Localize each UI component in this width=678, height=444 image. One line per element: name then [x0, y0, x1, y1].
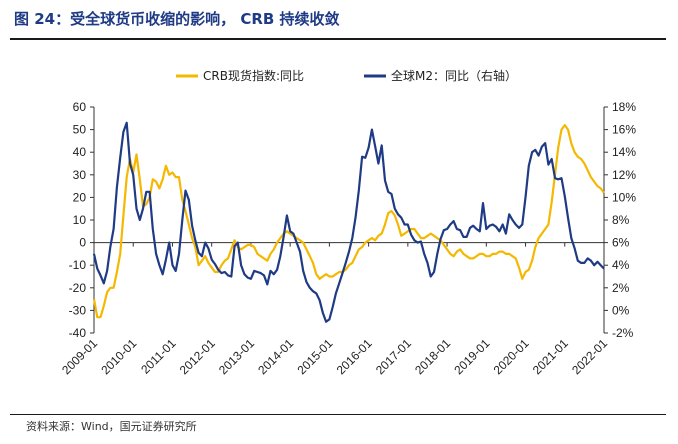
y-left-tick-label: 50	[73, 123, 87, 137]
legend: CRB现货指数:同比 全球M2：同比（右轴）	[176, 68, 517, 83]
x-tick-label: 2014-01	[255, 336, 296, 377]
x-tick-label: 2010-01	[98, 336, 139, 377]
x-tick-label: 2012-01	[177, 336, 218, 377]
x-tick-label: 2013-01	[216, 336, 257, 377]
y-right-tick-label: 4%	[612, 258, 630, 272]
y-right-tick-label: -2%	[612, 326, 634, 340]
y-right-tick-label: 12%	[612, 168, 636, 182]
x-tick-label: 2011-01	[138, 336, 179, 377]
x-tick-label: 2016-01	[334, 336, 375, 377]
y-right-tick-label: 8%	[612, 213, 630, 227]
y-left-tick-label: 20	[73, 190, 87, 204]
y-right-tick-label: 6%	[612, 236, 630, 250]
series-line-m2	[92, 121, 605, 323]
y-left-tick-label: -20	[69, 281, 87, 295]
y-right-tick-label: 10%	[612, 190, 636, 204]
y-right-tick-label: 18%	[612, 100, 636, 114]
y-left-tick-label: 10	[73, 213, 87, 227]
title-rule	[10, 38, 666, 40]
x-tick-label: 2009-01	[59, 336, 100, 377]
y-left-tick-label: 0	[79, 236, 86, 250]
series-line-crb	[92, 124, 605, 319]
y-right-tick-label: 14%	[612, 145, 636, 159]
figure-title: 图 24：受全球货币收缩的影响， CRB 持续收敛	[14, 10, 340, 28]
x-tick-label: 2018-01	[412, 336, 453, 377]
legend-label-m2: 全球M2：同比（右轴）	[391, 68, 517, 83]
source-rule	[10, 414, 666, 415]
y-left-tick-label: -40	[69, 326, 87, 340]
y-left-tick-label: 40	[73, 145, 87, 159]
y-left-tick-label: -10	[69, 258, 87, 272]
source-note: 资料来源：Wind，国元证券研究所	[26, 420, 197, 433]
y-right-tick-label: 2%	[612, 281, 630, 295]
x-tick-label: 2017-01	[373, 336, 414, 377]
y-left-tick-label: 60	[73, 100, 87, 114]
x-tick-label: 2020-01	[491, 336, 532, 377]
y-left-tick-label: 30	[73, 168, 87, 182]
y-right-tick-label: 16%	[612, 123, 636, 137]
y-right-tick-label: 0%	[612, 303, 630, 317]
x-tick-label: 2021-01	[530, 336, 571, 377]
legend-label-crb: CRB现货指数:同比	[203, 68, 304, 83]
x-tick-label: 2022-01	[569, 336, 610, 377]
x-tick-label: 2019-01	[451, 336, 492, 377]
x-tick-label: 2015-01	[294, 336, 335, 377]
y-left-tick-label: -30	[69, 303, 87, 317]
